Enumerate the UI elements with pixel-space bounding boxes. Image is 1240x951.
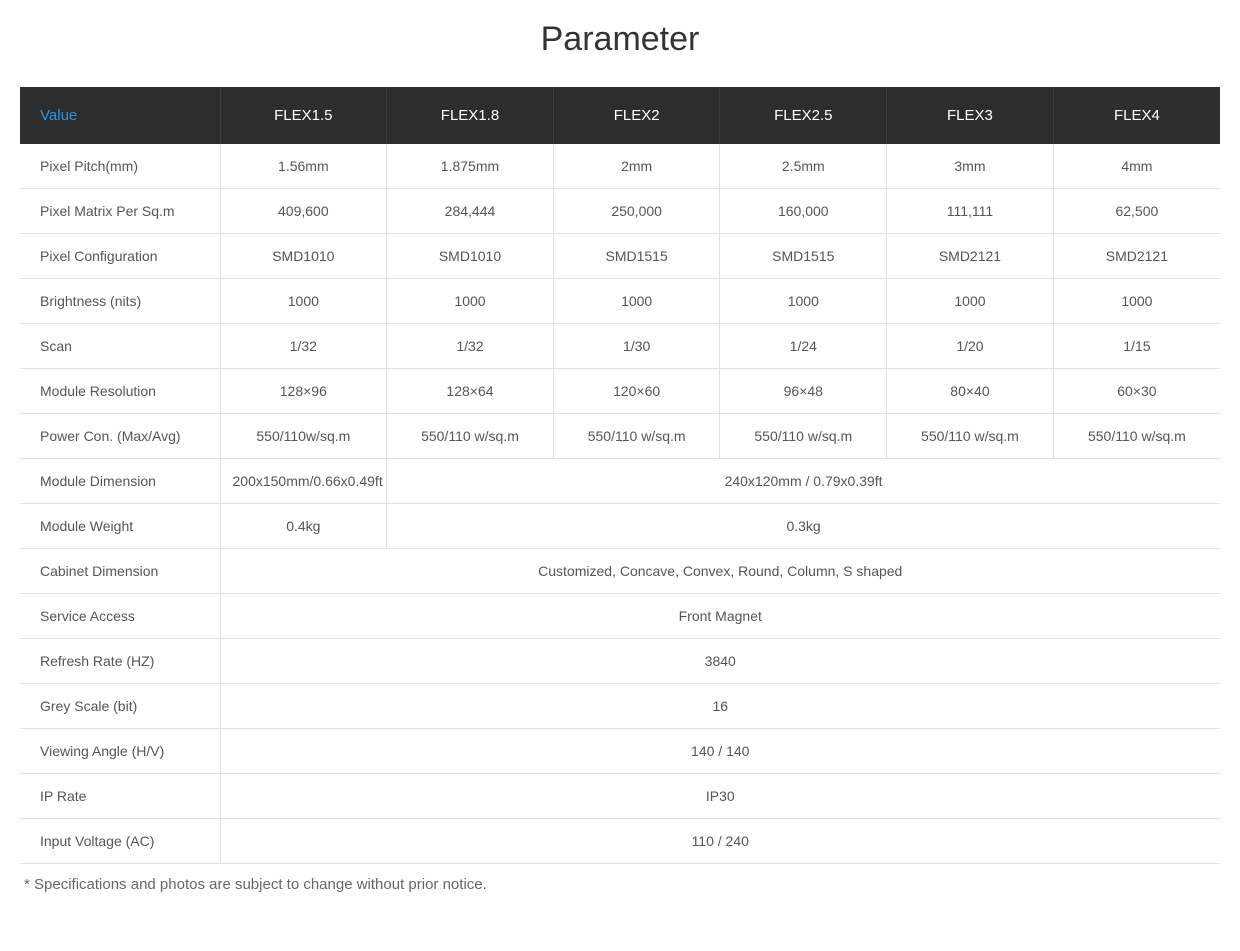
table-cell: 1/32: [387, 324, 554, 369]
table-cell: SMD2121: [887, 234, 1054, 279]
table-row: Pixel Pitch(mm)1.56mm1.875mm2mm2.5mm3mm4…: [20, 144, 1220, 189]
table-cell: 80×40: [887, 369, 1054, 414]
table-row: Pixel ConfigurationSMD1010SMD1010SMD1515…: [20, 234, 1220, 279]
header-label: Value: [20, 87, 220, 144]
table-cell: 284,444: [387, 189, 554, 234]
row-label: Viewing Angle (H/V): [20, 729, 220, 774]
column-header: FLEX3: [887, 87, 1054, 144]
row-label: Module Dimension: [20, 459, 220, 504]
table-cell: 128×64: [387, 369, 554, 414]
table-cell: 550/110 w/sq.m: [887, 414, 1054, 459]
table-cell: 60×30: [1053, 369, 1220, 414]
table-cell: 550/110 w/sq.m: [387, 414, 554, 459]
table-row: Power Con. (Max/Avg)550/110w/sq.m550/110…: [20, 414, 1220, 459]
row-label: IP Rate: [20, 774, 220, 819]
table-cell: 2.5mm: [720, 144, 887, 189]
page-title: Parameter: [20, 20, 1220, 59]
table-row: Viewing Angle (H/V)140 / 140: [20, 729, 1220, 774]
table-cell: 1000: [1053, 279, 1220, 324]
table-cell: 1.875mm: [387, 144, 554, 189]
table-cell: 250,000: [553, 189, 720, 234]
table-row: Refresh Rate (HZ)3840: [20, 639, 1220, 684]
table-row: Module Dimension200x150mm/0.66x0.49ft240…: [20, 459, 1220, 504]
table-cell: 1000: [387, 279, 554, 324]
column-header: FLEX2: [553, 87, 720, 144]
table-cell: 128×96: [220, 369, 387, 414]
table-body: Pixel Pitch(mm)1.56mm1.875mm2mm2.5mm3mm4…: [20, 144, 1220, 864]
row-label: Refresh Rate (HZ): [20, 639, 220, 684]
table-cell: SMD1515: [553, 234, 720, 279]
row-label: Module Resolution: [20, 369, 220, 414]
table-row: Input Voltage (AC)110 / 240: [20, 819, 1220, 864]
table-row: Cabinet DimensionCustomized, Concave, Co…: [20, 549, 1220, 594]
table-cell: 2mm: [553, 144, 720, 189]
row-label: Scan: [20, 324, 220, 369]
table-cell: IP30: [220, 774, 1220, 819]
table-cell: 1000: [720, 279, 887, 324]
row-label: Service Access: [20, 594, 220, 639]
table-cell: 1000: [220, 279, 387, 324]
table-cell: Front Magnet: [220, 594, 1220, 639]
table-row: Service AccessFront Magnet: [20, 594, 1220, 639]
table-cell: 409,600: [220, 189, 387, 234]
table-cell: 4mm: [1053, 144, 1220, 189]
table-row: Module Resolution128×96128×64120×6096×48…: [20, 369, 1220, 414]
table-cell: 0.3kg: [387, 504, 1220, 549]
table-cell: 240x120mm / 0.79x0.39ft: [387, 459, 1220, 504]
table-cell: 550/110w/sq.m: [220, 414, 387, 459]
table-row: Scan1/321/321/301/241/201/15: [20, 324, 1220, 369]
table-row: Brightness (nits)10001000100010001000100…: [20, 279, 1220, 324]
table-row: IP RateIP30: [20, 774, 1220, 819]
table-cell: 111,111: [887, 189, 1054, 234]
table-cell: 3mm: [887, 144, 1054, 189]
row-label: Power Con. (Max/Avg): [20, 414, 220, 459]
table-cell: 1/15: [1053, 324, 1220, 369]
table-cell: 120×60: [553, 369, 720, 414]
column-header: FLEX2.5: [720, 87, 887, 144]
table-cell: SMD1010: [387, 234, 554, 279]
row-label: Grey Scale (bit): [20, 684, 220, 729]
table-cell: 96×48: [720, 369, 887, 414]
table-cell: 62,500: [1053, 189, 1220, 234]
column-header: FLEX1.5: [220, 87, 387, 144]
table-cell: 110 / 240: [220, 819, 1220, 864]
row-label: Pixel Matrix Per Sq.m: [20, 189, 220, 234]
row-label: Brightness (nits): [20, 279, 220, 324]
table-cell: Customized, Concave, Convex, Round, Colu…: [220, 549, 1220, 594]
table-cell: SMD1010: [220, 234, 387, 279]
table-row: Grey Scale (bit)16: [20, 684, 1220, 729]
row-label: Module Weight: [20, 504, 220, 549]
table-cell: 1/20: [887, 324, 1054, 369]
table-cell: 1.56mm: [220, 144, 387, 189]
table-cell: 16: [220, 684, 1220, 729]
row-label: Pixel Pitch(mm): [20, 144, 220, 189]
table-cell: 550/110 w/sq.m: [720, 414, 887, 459]
row-label: Input Voltage (AC): [20, 819, 220, 864]
table-header-row: ValueFLEX1.5FLEX1.8FLEX2FLEX2.5FLEX3FLEX…: [20, 87, 1220, 144]
column-header: FLEX1.8: [387, 87, 554, 144]
table-cell: 3840: [220, 639, 1220, 684]
row-label: Cabinet Dimension: [20, 549, 220, 594]
parameter-table: ValueFLEX1.5FLEX1.8FLEX2FLEX2.5FLEX3FLEX…: [20, 87, 1220, 864]
table-cell: 1/30: [553, 324, 720, 369]
table-cell: SMD2121: [1053, 234, 1220, 279]
table-cell: 1000: [553, 279, 720, 324]
table-cell: SMD1515: [720, 234, 887, 279]
table-cell: 1/24: [720, 324, 887, 369]
table-cell: 1/32: [220, 324, 387, 369]
table-cell: 550/110 w/sq.m: [1053, 414, 1220, 459]
table-cell: 200x150mm/0.66x0.49ft: [220, 459, 387, 504]
table-row: Pixel Matrix Per Sq.m409,600284,444250,0…: [20, 189, 1220, 234]
table-row: Module Weight0.4kg0.3kg: [20, 504, 1220, 549]
row-label: Pixel Configuration: [20, 234, 220, 279]
table-cell: 550/110 w/sq.m: [553, 414, 720, 459]
footnote: * Specifications and photos are subject …: [20, 876, 1220, 893]
table-cell: 140 / 140: [220, 729, 1220, 774]
table-cell: 0.4kg: [220, 504, 387, 549]
column-header: FLEX4: [1053, 87, 1220, 144]
table-cell: 160,000: [720, 189, 887, 234]
table-cell: 1000: [887, 279, 1054, 324]
